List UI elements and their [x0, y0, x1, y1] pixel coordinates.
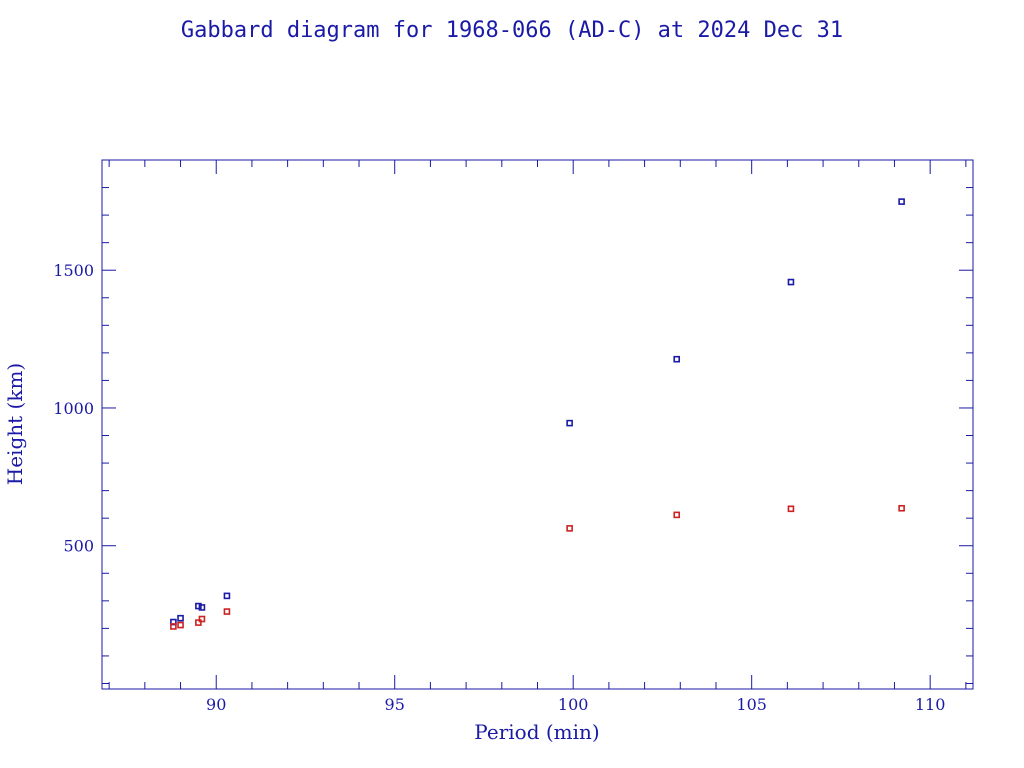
data-points	[170, 198, 905, 630]
perigee-point	[198, 615, 206, 623]
perigee-point	[223, 608, 231, 615]
perigee-point	[898, 504, 905, 512]
apogee-point	[673, 355, 681, 363]
perigee-point	[170, 623, 177, 630]
perigee-point	[673, 511, 681, 519]
apogee-point	[223, 592, 231, 600]
chart-title: Gabbard diagram for 1968-066 (AD-C) at 2…	[181, 18, 843, 43]
apogee-point	[898, 198, 905, 205]
y-ticks: 500 1000 1500	[53, 159, 973, 684]
perigee-point	[195, 619, 202, 626]
y-axis-label: Height (km)	[3, 363, 27, 485]
perigee-point	[566, 525, 573, 532]
y-tick-label: 1000	[53, 399, 94, 418]
x-axis-label: Period (min)	[474, 720, 599, 744]
apogee-point	[195, 602, 202, 610]
y-tick-label: 500	[63, 537, 94, 556]
x-tick-label: 100	[558, 695, 589, 714]
x-ticks: 90 95 100 105 110	[108, 160, 967, 714]
plot-frame	[101, 159, 974, 690]
y-tick-label: 1500	[53, 261, 94, 280]
apogee-point	[198, 604, 206, 611]
x-tick-label: 110	[915, 695, 946, 714]
apogee-point	[787, 278, 795, 286]
perigee-point	[177, 621, 184, 629]
x-tick-label: 105	[736, 695, 767, 714]
apogee-point	[566, 419, 573, 427]
x-tick-label: 95	[385, 695, 405, 714]
apogee-point	[177, 614, 184, 622]
perigee-point	[787, 505, 795, 513]
x-tick-label: 90	[206, 695, 226, 714]
